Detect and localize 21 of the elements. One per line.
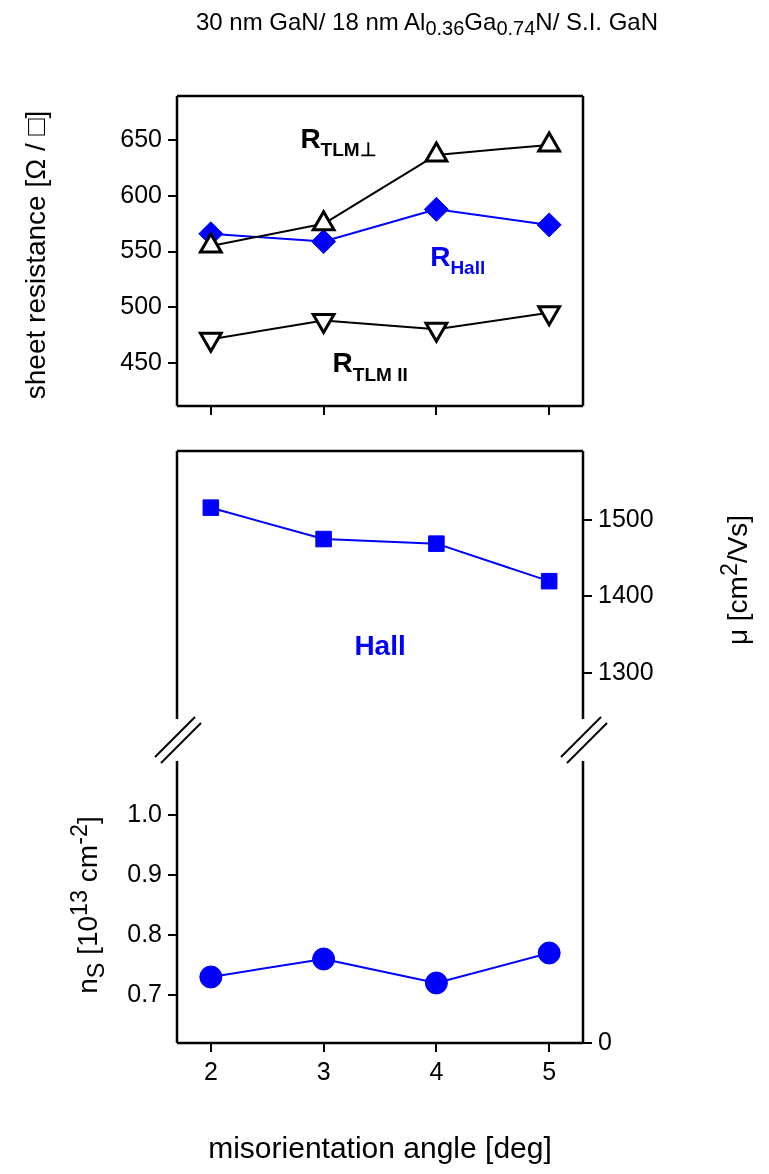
x-tick-label: 3 xyxy=(316,1056,331,1085)
y-axis-title: sheet resistance [Ω / □] xyxy=(20,110,52,400)
y2-tick-label: 1500 xyxy=(598,503,654,532)
y-tick-label: 550 xyxy=(120,235,162,264)
y-tick-label: 0.8 xyxy=(127,918,162,947)
x-axis-title: misorientation angle [deg] xyxy=(208,1131,552,1165)
text: 0 xyxy=(598,1026,612,1055)
y-tick-label: 500 xyxy=(120,291,162,319)
y-tick-label: 450 xyxy=(120,346,162,375)
chart-title: 30 nm GaN/ 18 nm Al$_{0.36}$Ga$_{0.74}$N/ S.I. GaN xyxy=(195,7,659,41)
x-tick-label: 2 xyxy=(203,1056,218,1085)
y-tick-label: 650 xyxy=(120,124,162,153)
y-tick-label: 0.7 xyxy=(127,978,162,1007)
y-tick-label: 1.0 xyxy=(127,798,162,827)
text: Hall xyxy=(354,629,406,661)
y2-tick-label: 1300 xyxy=(598,656,654,685)
x-tick-label: 4 xyxy=(429,1056,444,1085)
y2-tick-label: 1400 xyxy=(598,580,654,609)
y-tick-label: 600 xyxy=(120,179,162,208)
y-tick-label: 0.9 xyxy=(127,858,162,887)
x-tick-label: 5 xyxy=(542,1056,557,1085)
